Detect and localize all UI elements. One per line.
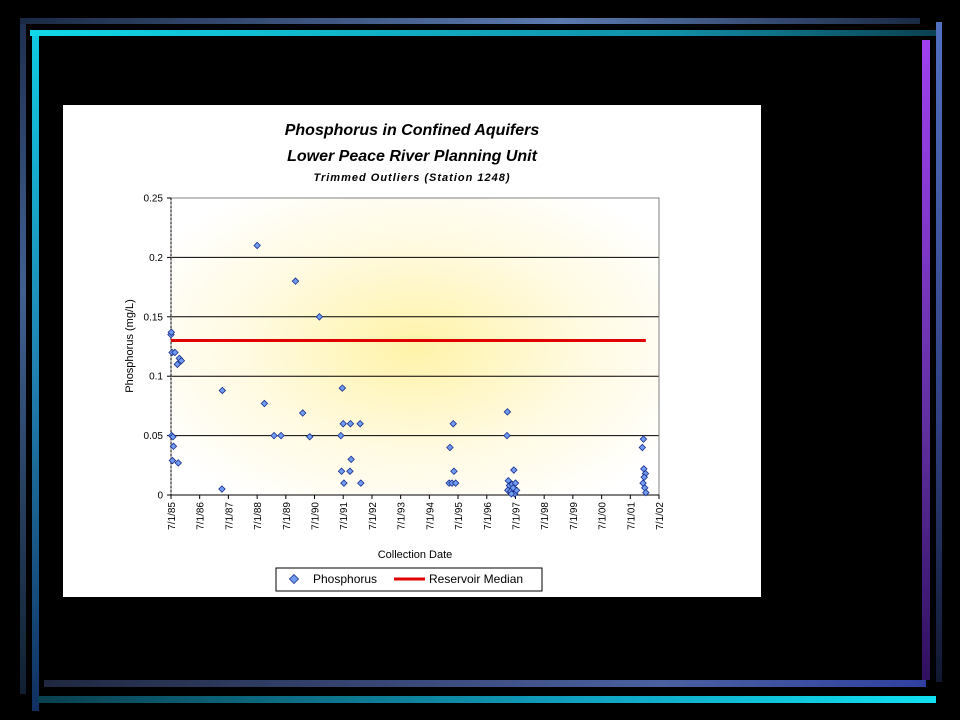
data-point xyxy=(347,455,355,464)
data-point xyxy=(503,431,511,440)
data-point xyxy=(346,467,354,476)
data-point xyxy=(174,459,182,467)
slide-border-top-accent xyxy=(30,30,940,36)
x-tick-label: 7/1/01 xyxy=(626,502,637,530)
data-point xyxy=(503,408,512,416)
chart-subtitle-station: Trimmed Outliers (Station 1248) xyxy=(313,172,510,184)
data-point xyxy=(340,479,348,487)
y-tick-label: 0.05 xyxy=(144,431,164,442)
data-point xyxy=(177,356,186,365)
x-tick-label: 7/1/98 xyxy=(540,502,551,530)
slide-border-right-accent xyxy=(922,40,930,680)
data-point xyxy=(298,409,307,417)
x-tick-label: 7/1/99 xyxy=(569,502,580,530)
slide-border-bottom-accent xyxy=(38,696,936,703)
data-point xyxy=(449,419,458,428)
x-tick-label: 7/1/95 xyxy=(454,502,465,530)
data-point xyxy=(451,479,460,487)
x-tick-label: 7/1/00 xyxy=(598,502,609,530)
data-point xyxy=(339,419,347,428)
data-point xyxy=(218,485,226,493)
slide-border-top xyxy=(20,18,920,24)
legend-label-median: Reservoir Median xyxy=(429,572,523,586)
data-point xyxy=(167,328,176,337)
x-tick-label: 7/1/91 xyxy=(339,502,350,530)
data-point xyxy=(640,473,648,481)
y-tick-label: 0.1 xyxy=(149,372,163,383)
data-point xyxy=(509,484,517,492)
data-point xyxy=(168,456,177,465)
x-tick-label: 7/1/88 xyxy=(253,502,264,530)
x-tick-label: 7/1/87 xyxy=(224,502,235,530)
x-tick-label: 7/1/92 xyxy=(368,502,379,530)
scatter-chart: Phosphorus in Confined Aquifers Lower Pe… xyxy=(124,122,666,592)
legend: Phosphorus Reservoir Median xyxy=(275,567,543,592)
slide-border-right xyxy=(936,22,942,682)
legend-marker-phosphorus xyxy=(288,573,300,585)
data-point xyxy=(291,277,300,285)
slide-border-left xyxy=(20,24,26,694)
data-point xyxy=(270,431,278,440)
data-point xyxy=(356,419,364,428)
slide-border-bottom xyxy=(44,680,926,687)
y-tick-label: 0.15 xyxy=(144,312,164,323)
slide-border-left-accent xyxy=(32,36,39,711)
x-tick-label: 7/1/02 xyxy=(655,502,666,530)
data-point xyxy=(277,431,285,440)
data-point xyxy=(511,479,520,487)
data-point xyxy=(510,466,518,474)
x-axis-label: Collection Date xyxy=(378,549,453,561)
data-point xyxy=(218,386,227,395)
data-point xyxy=(450,467,458,476)
data-point xyxy=(638,443,647,452)
data-point xyxy=(169,442,178,451)
y-tick-label: 0.25 xyxy=(144,194,164,205)
data-point xyxy=(253,241,261,250)
data-point xyxy=(338,384,347,392)
data-point xyxy=(639,435,648,443)
plot-area xyxy=(171,198,659,495)
chart-subtitle: Lower Peace River Planning Unit xyxy=(287,148,538,165)
x-tick-label: 7/1/86 xyxy=(196,502,207,530)
data-point xyxy=(507,490,516,498)
legend-label-phosphorus: Phosphorus xyxy=(313,572,377,586)
data-point xyxy=(171,348,179,357)
data-point xyxy=(260,399,269,408)
x-tick-label: 7/1/93 xyxy=(397,502,408,530)
data-point xyxy=(346,419,355,428)
x-tick-label: 7/1/96 xyxy=(483,502,494,530)
y-tick-label: 0.2 xyxy=(149,253,163,264)
y-axis-label: Phosphorus (mg/L) xyxy=(124,299,136,393)
data-point xyxy=(337,431,345,440)
data-point xyxy=(446,443,454,452)
x-tick-label: 7/1/90 xyxy=(311,502,322,530)
data-point xyxy=(642,488,650,497)
data-point xyxy=(315,313,324,321)
data-point xyxy=(337,467,346,476)
data-point xyxy=(169,433,177,441)
x-tick-label: 7/1/85 xyxy=(167,502,178,530)
y-tick-label: 0 xyxy=(157,491,163,502)
data-point xyxy=(173,360,182,369)
data-point xyxy=(305,433,314,441)
x-tick-label: 7/1/97 xyxy=(511,502,522,530)
data-point xyxy=(357,479,365,487)
x-tick-label: 7/1/94 xyxy=(425,502,436,530)
x-tick-label: 7/1/89 xyxy=(282,502,293,530)
chart-panel: Phosphorus in Confined Aquifers Lower Pe… xyxy=(63,105,761,597)
chart-title: Phosphorus in Confined Aquifers xyxy=(285,122,540,139)
